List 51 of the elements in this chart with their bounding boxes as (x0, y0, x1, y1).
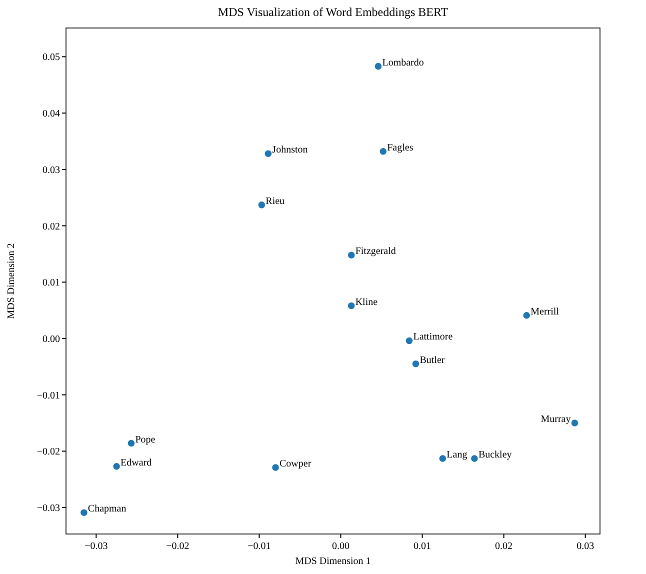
y-tick-label: 0.01 (42, 278, 60, 289)
annotation: Fagles (387, 142, 414, 154)
x-tick-label: 0.00 (332, 541, 350, 552)
point (348, 252, 355, 258)
point (80, 509, 88, 516)
point (571, 420, 578, 426)
annotation: Fitzgerald (355, 246, 396, 258)
annotation: Rieu (266, 196, 285, 207)
point (439, 455, 446, 462)
annotation: Lang (446, 449, 468, 460)
annotation: Lombardo (382, 57, 424, 68)
y-tick-label: 0.03 (42, 164, 60, 176)
point (471, 455, 478, 462)
x-tick-label: 0.01 (414, 541, 432, 552)
x-tick-label: −0.02 (166, 541, 190, 552)
y-tick-label: 0.04 (42, 108, 60, 120)
x-tick-label: −0.01 (248, 541, 271, 552)
point (258, 202, 266, 208)
point (412, 360, 420, 368)
point (380, 148, 387, 155)
x-axis-title: MDS Dimension 1 (295, 556, 371, 567)
point (406, 337, 413, 344)
y-tick-label: 0.05 (42, 52, 60, 64)
annotation: Pope (135, 434, 156, 446)
point (374, 62, 382, 70)
y-tick-label: 0.00 (42, 334, 60, 345)
annotation: Chapman (88, 504, 126, 515)
annotation: Butler (420, 354, 446, 366)
y-axis-title: MDS Dimension 2 (6, 243, 17, 319)
point (264, 150, 272, 158)
x-tick-label: −0.03 (84, 541, 108, 552)
annotation: Edward (120, 457, 152, 468)
point (348, 302, 355, 310)
x-tick-label: 0.02 (495, 541, 513, 552)
point (128, 440, 135, 447)
chart-title: MDS Visualization of Word Embeddings BERT (218, 5, 449, 19)
annotation: Murray (540, 414, 571, 425)
y-tick-label: 0.02 (42, 221, 60, 232)
y-tick-label: −0.03 (36, 503, 60, 514)
x-tick-label: 0.03 (576, 541, 594, 552)
annotation: Johnston (272, 144, 308, 156)
y-tick-label: −0.01 (36, 390, 60, 402)
y-tick-label: −0.02 (36, 446, 60, 458)
annotation: Merrill (530, 306, 560, 318)
point (113, 463, 120, 470)
annotation: Buckley (478, 449, 512, 460)
point (272, 464, 279, 471)
annotation: Kline (355, 296, 378, 308)
annotation: Cowper (280, 458, 312, 470)
point (523, 312, 530, 319)
annotation: Lattimore (413, 332, 454, 343)
